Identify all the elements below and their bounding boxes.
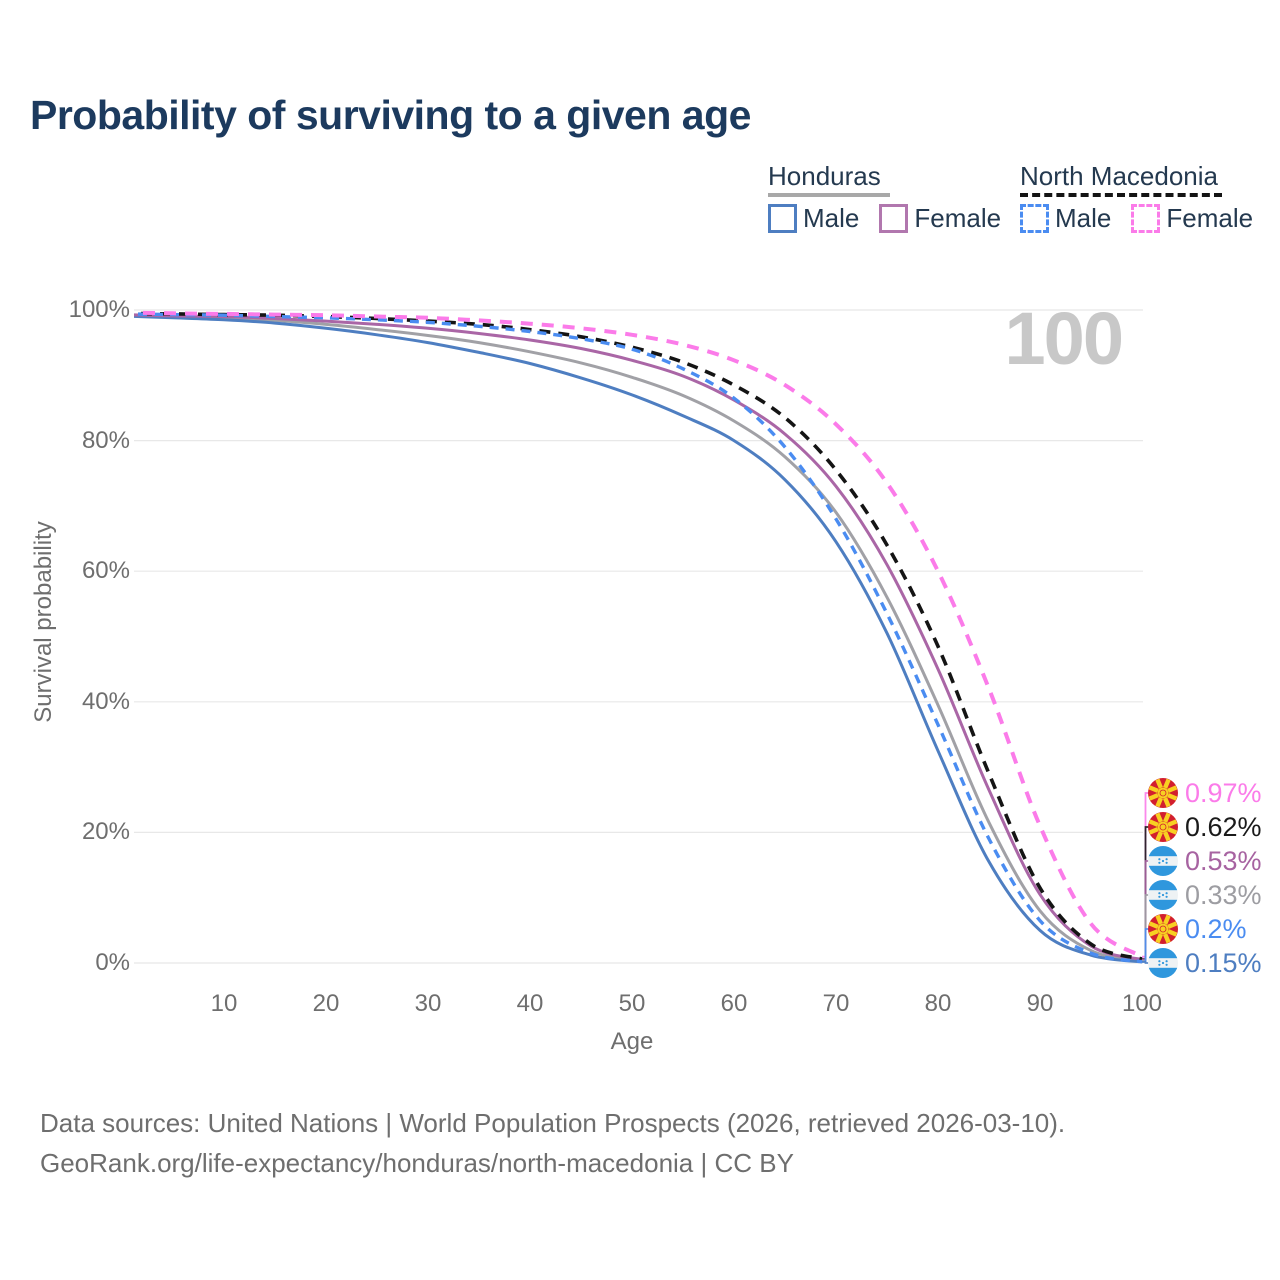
x-tick-label: 50 <box>618 990 646 1017</box>
end-label-row: 0.97% <box>1148 777 1262 809</box>
end-value-label: 0.97% <box>1185 777 1262 808</box>
end-value-label: 0.53% <box>1185 845 1262 876</box>
legend-item-label: Female <box>914 203 1002 233</box>
legend-honduras-items: Male Female <box>768 203 1021 234</box>
x-tick-label: 60 <box>720 990 748 1017</box>
legend-item-label: Male <box>803 203 860 233</box>
legend-honduras-linestyle-sample <box>768 193 890 197</box>
attribution-link: GeoRank.org/life-expectancy/honduras/nor… <box>40 1148 794 1178</box>
end-label-row: 0.15% <box>1148 947 1262 979</box>
honduras-flag-icon <box>1148 948 1178 978</box>
y-tick-label: 0% <box>95 949 130 976</box>
curve-north-macedonia-female <box>134 310 1144 959</box>
curve-north-macedonia-male <box>134 312 1143 964</box>
curve-honduras-female <box>134 313 1143 961</box>
legend-group-title-north-macedonia: North Macedonia <box>1020 161 1218 191</box>
x-tick-label: 10 <box>210 990 238 1017</box>
honduras-flag-icon <box>1148 846 1178 876</box>
honduras-flag-icon <box>1148 880 1178 910</box>
legend-north-macedonia-linestyle-sample <box>1020 193 1222 197</box>
honduras-male-swatch-icon <box>768 204 797 233</box>
legend-group-title-honduras: Honduras <box>768 161 881 191</box>
x-tick-label: 20 <box>312 990 340 1017</box>
north-macedonia-male-swatch-icon <box>1020 204 1049 233</box>
legend-item-honduras-female[interactable]: Female <box>879 203 1001 234</box>
end-value-label: 0.62% <box>1185 811 1262 842</box>
y-tick-label: 80% <box>81 427 130 454</box>
x-tick-label: 100 <box>1121 990 1163 1017</box>
page-title: Probability of surviving to a given age <box>30 92 751 138</box>
end-label-row: 0.62% <box>1148 811 1262 843</box>
curve-honduras-total <box>134 314 1143 963</box>
end-label-row: 0.53% <box>1148 845 1262 877</box>
curve-honduras-male <box>134 314 1143 964</box>
north-macedonia-female-swatch-icon <box>1131 204 1161 233</box>
legend-item-north-macedonia-male[interactable]: Male <box>1020 203 1111 234</box>
end-value-label: 0.15% <box>1185 947 1262 978</box>
x-axis-title: Age <box>610 1028 654 1055</box>
data-sources-note: Data sources: United Nations | World Pop… <box>40 1108 1066 1138</box>
legend-item-north-macedonia-female[interactable]: Female <box>1131 203 1253 234</box>
north-macedonia-flag-icon <box>1148 914 1178 944</box>
x-tick-label: 40 <box>516 990 544 1017</box>
legend-item-honduras-male[interactable]: Male <box>768 203 859 234</box>
y-axis-title: Survival probability <box>30 521 57 723</box>
x-tick-label: 90 <box>1026 990 1054 1017</box>
north-macedonia-flag-icon <box>1148 778 1178 808</box>
end-label-row: 0.2% <box>1148 913 1247 945</box>
x-tick-label: 80 <box>924 990 952 1017</box>
end-value-label: 0.2% <box>1185 913 1247 944</box>
y-tick-label: 60% <box>81 557 130 584</box>
y-tick-label: 20% <box>81 818 130 845</box>
hover-age-watermark: 100 <box>1004 297 1124 380</box>
x-tick-label: 30 <box>414 990 442 1017</box>
legend-item-label: Male <box>1055 203 1112 233</box>
legend-item-label: Female <box>1166 203 1254 233</box>
end-value-label: 0.33% <box>1185 879 1262 910</box>
curve-north-macedonia-total <box>134 311 1143 961</box>
y-tick-label: 40% <box>81 688 130 715</box>
north-macedonia-flag-icon <box>1148 812 1178 842</box>
end-label-row: 0.33% <box>1148 879 1262 911</box>
honduras-female-swatch-icon <box>879 204 909 233</box>
x-tick-label: 70 <box>822 990 850 1017</box>
y-tick-label: 100% <box>68 296 130 323</box>
legend-north-macedonia-items: Male Female <box>1020 203 1273 234</box>
